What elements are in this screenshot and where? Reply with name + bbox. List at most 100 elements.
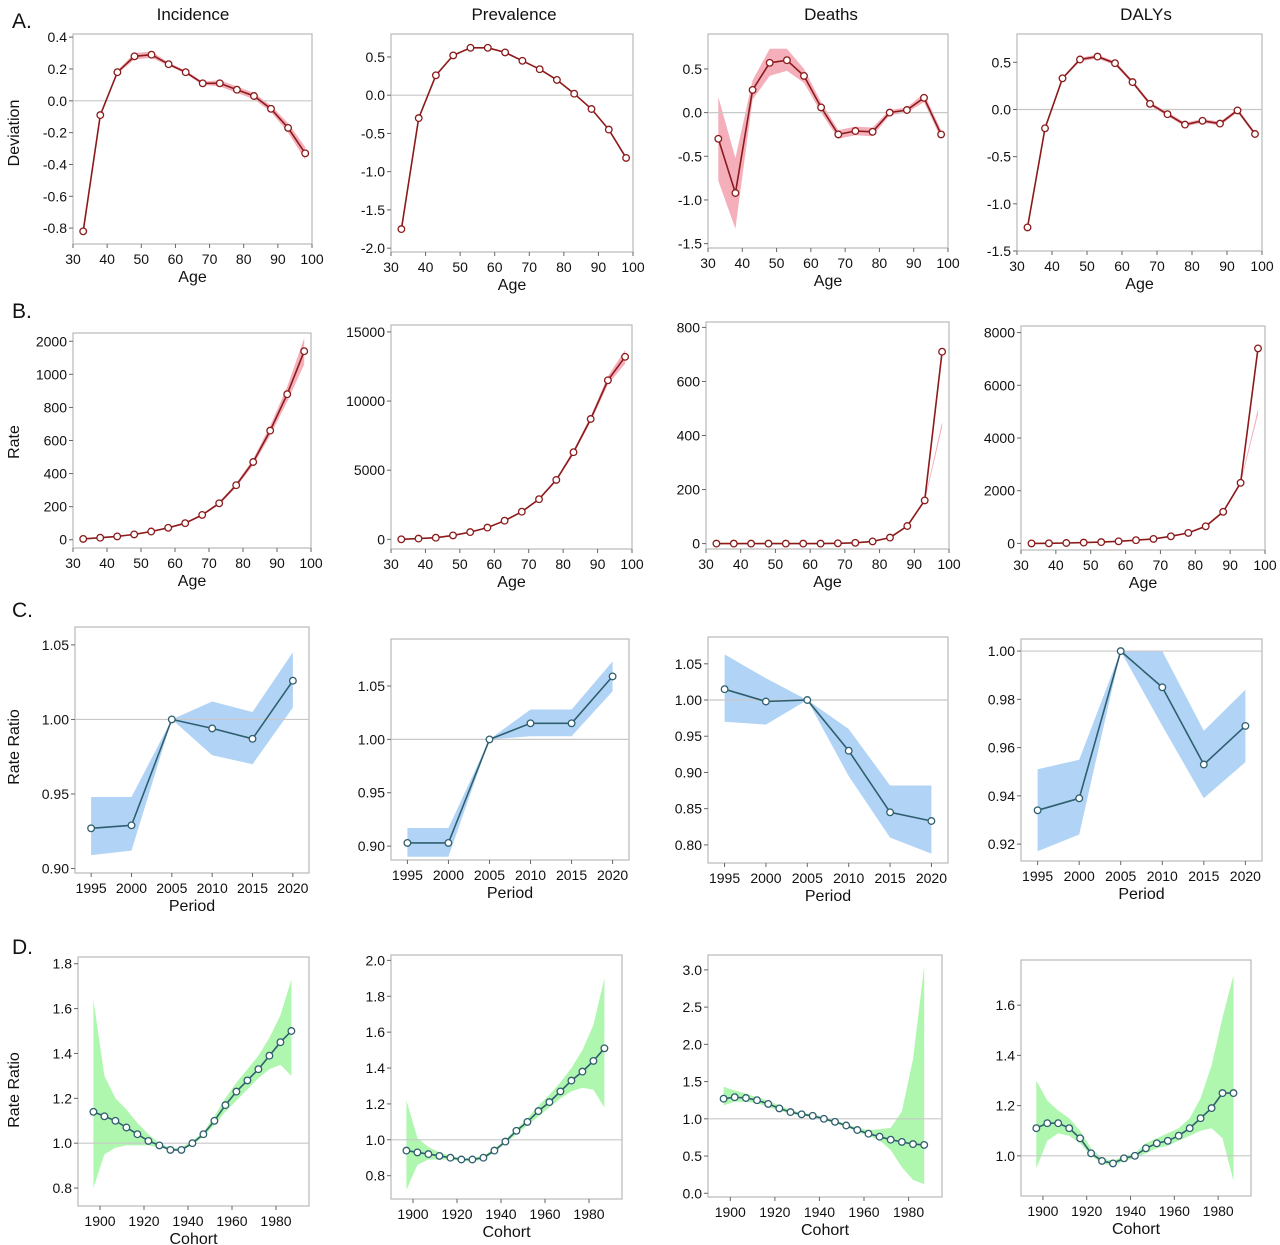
data-point [586,415,595,423]
x-tick-label: 90 [269,555,285,571]
x-tick-label: 30 [698,556,714,572]
x-tick-label: 40 [418,556,434,572]
data-point [1128,78,1137,87]
data-point [468,1155,477,1164]
y-tick-label: -2.0 [361,240,385,256]
data-point [1152,1139,1161,1148]
y-tick-label: 400 [677,428,701,444]
x-tick-label: 40 [99,555,115,571]
data-point [1132,536,1140,545]
y-tick-label: 1.0 [366,1132,386,1148]
x-tick-label: 90 [906,255,922,271]
y-tick-label: 0.5 [366,49,386,65]
y-tick-label: -0.6 [43,188,67,204]
data-point [1184,528,1193,537]
y-tick-label: 0.90 [358,838,385,854]
data-point [96,111,105,120]
x-tick-label: 2000 [116,880,147,896]
data-point [397,225,406,234]
data-point [144,1136,153,1145]
y-tick-label: 0 [1007,535,1015,551]
y-tick-label: 0.90 [675,764,702,780]
panel-c2: 0.90 0.95 1.00 1.05 1995 2000 2005 2010 2015 2020… [358,638,630,902]
data-point [1043,1119,1052,1128]
x-tick-label: 60 [1118,557,1134,573]
x-tick-label: 100 [1250,258,1274,274]
data-point [449,531,457,540]
plot-frame [72,332,312,549]
data-point [479,1153,488,1162]
row-label-b: B. [12,300,32,323]
data-point [851,538,860,547]
data-point [885,108,894,117]
data-point [1076,1134,1085,1143]
x-tick-label: 40 [734,255,750,271]
x-tick-label: 70 [201,555,217,571]
row-label-d: D. [12,936,33,959]
y-tick-label: 0.5 [992,54,1012,70]
y-tick-label: -0.8 [43,220,67,236]
data-point [300,347,309,356]
data-point [570,89,579,98]
x-tick-label: 60 [487,259,503,275]
panel-a2: 0.5 0.0 -0.5 -1.0 -1.5 -2.0 30 40 50 60 70 80 90 100 A… [361,33,645,294]
y-tick-label: 0 [377,531,385,547]
y-tick-label: 1.8 [366,988,386,1004]
data-point [714,134,723,143]
data-point [79,534,88,543]
data-point [1229,1089,1238,1098]
data-point [764,539,773,548]
x-tick-label: 90 [906,556,922,572]
x-tick-label: 2015 [874,870,905,886]
data-point [130,530,139,539]
data-point [147,527,156,536]
y-tick-label: 0.5 [683,1148,703,1164]
data-point [834,130,843,139]
x-tick-label: 100 [937,556,961,572]
data-point [1166,532,1175,541]
x-tick-label: 1900 [715,1204,746,1220]
data-point [1198,116,1207,125]
x-tick-label: 30 [65,251,81,267]
data-point [937,130,946,139]
data-point [1181,120,1189,129]
panel-d3: 0.0 0.5 1.0 1.5 2.0 2.5 3.0 1900 1920 1940 1960 198… [683,954,943,1239]
x-tick-label: 70 [521,556,537,572]
data-point [485,735,494,744]
y-tick-label: 0.5 [683,61,703,77]
y-tick-label: 0 [59,532,67,548]
data-point [483,523,492,532]
data-point [816,539,825,548]
x-tick-label: 70 [1149,258,1165,274]
data-point [799,539,808,548]
row-c-y-axis-label: Rate Ratio [6,709,23,785]
x-tick-label: 2010 [197,880,228,896]
row-d-y-axis-label: Rate Ratio [6,1052,23,1128]
data-point [232,1087,241,1096]
x-tick-label: 50 [1083,557,1099,573]
data-point [1251,130,1259,138]
data-point [181,68,190,77]
data-point [1163,110,1172,119]
data-point [1174,1131,1183,1140]
data-point [198,79,207,88]
x-tick-label: 50 [133,251,149,267]
x-tick-label: 40 [418,259,434,275]
y-tick-label: 1.2 [996,1098,1016,1114]
data-point [414,114,423,123]
y-tick-label: 0.95 [675,728,702,744]
x-tick-label: 100 [300,251,324,267]
y-tick-label: 1000 [36,366,67,382]
panel-a3: 0.5 0.0 -0.5 -1.0 -1.5 30 40 50 60 70 80 90 100 Age [678,33,960,290]
data-point [287,1027,296,1035]
y-tick-label: 1.00 [42,711,69,727]
x-tick-label: 1960 [848,1204,879,1220]
x-axis-label: Cohort [482,1224,531,1241]
data-point [886,1135,895,1144]
x-tick-label: 1920 [441,1206,472,1222]
y-tick-label: 0.8 [53,1180,73,1196]
data-point [1185,1124,1194,1133]
data-point [831,1117,839,1126]
y-tick-label: 0.0 [366,87,386,103]
x-tick-label: 70 [837,556,853,572]
